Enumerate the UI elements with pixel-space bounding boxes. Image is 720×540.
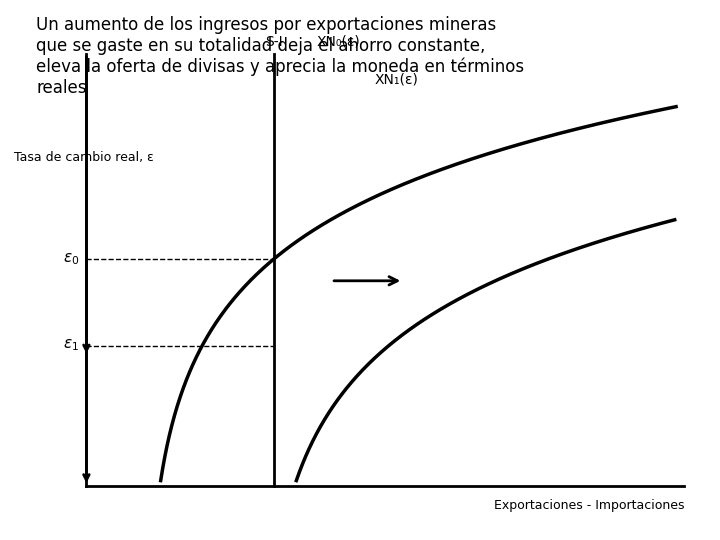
Text: S-I: S-I [265,35,282,49]
Text: XN₁(ε): XN₁(ε) [374,72,418,86]
Text: Tasa de cambio real, ε: Tasa de cambio real, ε [14,151,154,164]
Text: Un aumento de los ingresos por exportaciones mineras
que se gaste en su totalida: Un aumento de los ingresos por exportaci… [36,16,524,97]
Text: $\epsilon_1$: $\epsilon_1$ [63,338,79,354]
Text: $\epsilon_0$: $\epsilon_0$ [63,251,79,267]
Text: Exportaciones - Importaciones: Exportaciones - Importaciones [493,500,684,512]
Text: XN₀(ε): XN₀(ε) [317,35,361,49]
